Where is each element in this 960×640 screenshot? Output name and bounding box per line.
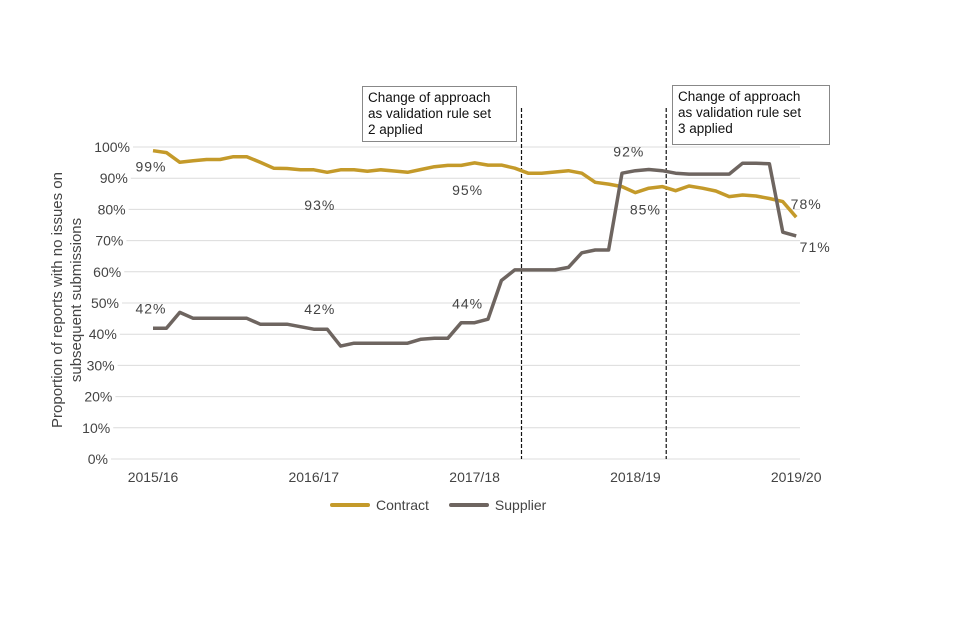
legend-swatch-contract bbox=[330, 503, 370, 507]
y-tick-label: 100% bbox=[94, 139, 130, 155]
y-tick-label: 0% bbox=[88, 451, 108, 467]
y-tick-label: 50% bbox=[91, 295, 119, 311]
data-label: 44% bbox=[452, 296, 483, 312]
series-line-supplier bbox=[153, 161, 797, 348]
x-tick-label: 2017/18 bbox=[449, 469, 500, 485]
x-tick-label: 2015/16 bbox=[128, 469, 179, 485]
data-label: 42% bbox=[135, 300, 166, 316]
x-tick-label: 2016/17 bbox=[288, 469, 339, 485]
data-label: 99% bbox=[135, 159, 166, 175]
legend-swatch-supplier bbox=[448, 503, 489, 507]
series-line-contract bbox=[152, 148, 798, 219]
data-label: 85% bbox=[630, 202, 661, 218]
data-label: 95% bbox=[452, 182, 483, 198]
data-label: 92% bbox=[613, 143, 644, 159]
annotation-line: Change of approach bbox=[678, 89, 801, 104]
annotation-line: 2 applied bbox=[368, 122, 423, 137]
y-axis-label: subsequent submissions bbox=[68, 218, 85, 382]
y-tick-label: 20% bbox=[84, 389, 112, 405]
x-tick-label: 2018/19 bbox=[610, 469, 661, 485]
y-tick-label: 10% bbox=[82, 420, 110, 436]
y-tick-label: 80% bbox=[98, 201, 126, 217]
annotation-line: Change of approach bbox=[368, 90, 491, 105]
data-label: 42% bbox=[304, 301, 335, 317]
data-label: 78% bbox=[791, 196, 822, 212]
y-tick-label: 70% bbox=[95, 233, 123, 249]
y-tick-label: 60% bbox=[93, 264, 121, 280]
annotation-line: as validation rule set bbox=[678, 105, 802, 120]
annotation-line: 3 applied bbox=[678, 121, 733, 136]
data-label: 71% bbox=[800, 239, 831, 255]
annotation-line: as validation rule set bbox=[368, 106, 492, 121]
data-label: 93% bbox=[304, 197, 335, 213]
y-tick-label: 30% bbox=[87, 357, 115, 373]
y-tick-label: 90% bbox=[100, 170, 128, 186]
annotation-rule-set-3: Change of approach as validation rule se… bbox=[672, 85, 830, 145]
annotation-rule-set-2: Change of approach as validation rule se… bbox=[362, 86, 517, 142]
legend: Contract Supplier bbox=[330, 497, 546, 513]
legend-label-contract: Contract bbox=[376, 497, 429, 513]
y-tick-label: 40% bbox=[89, 326, 117, 342]
y-axis-label: Proportion of reports with no issues on bbox=[49, 172, 66, 428]
legend-label-supplier: Supplier bbox=[494, 497, 547, 513]
x-tick-label: 2019/20 bbox=[771, 469, 822, 485]
